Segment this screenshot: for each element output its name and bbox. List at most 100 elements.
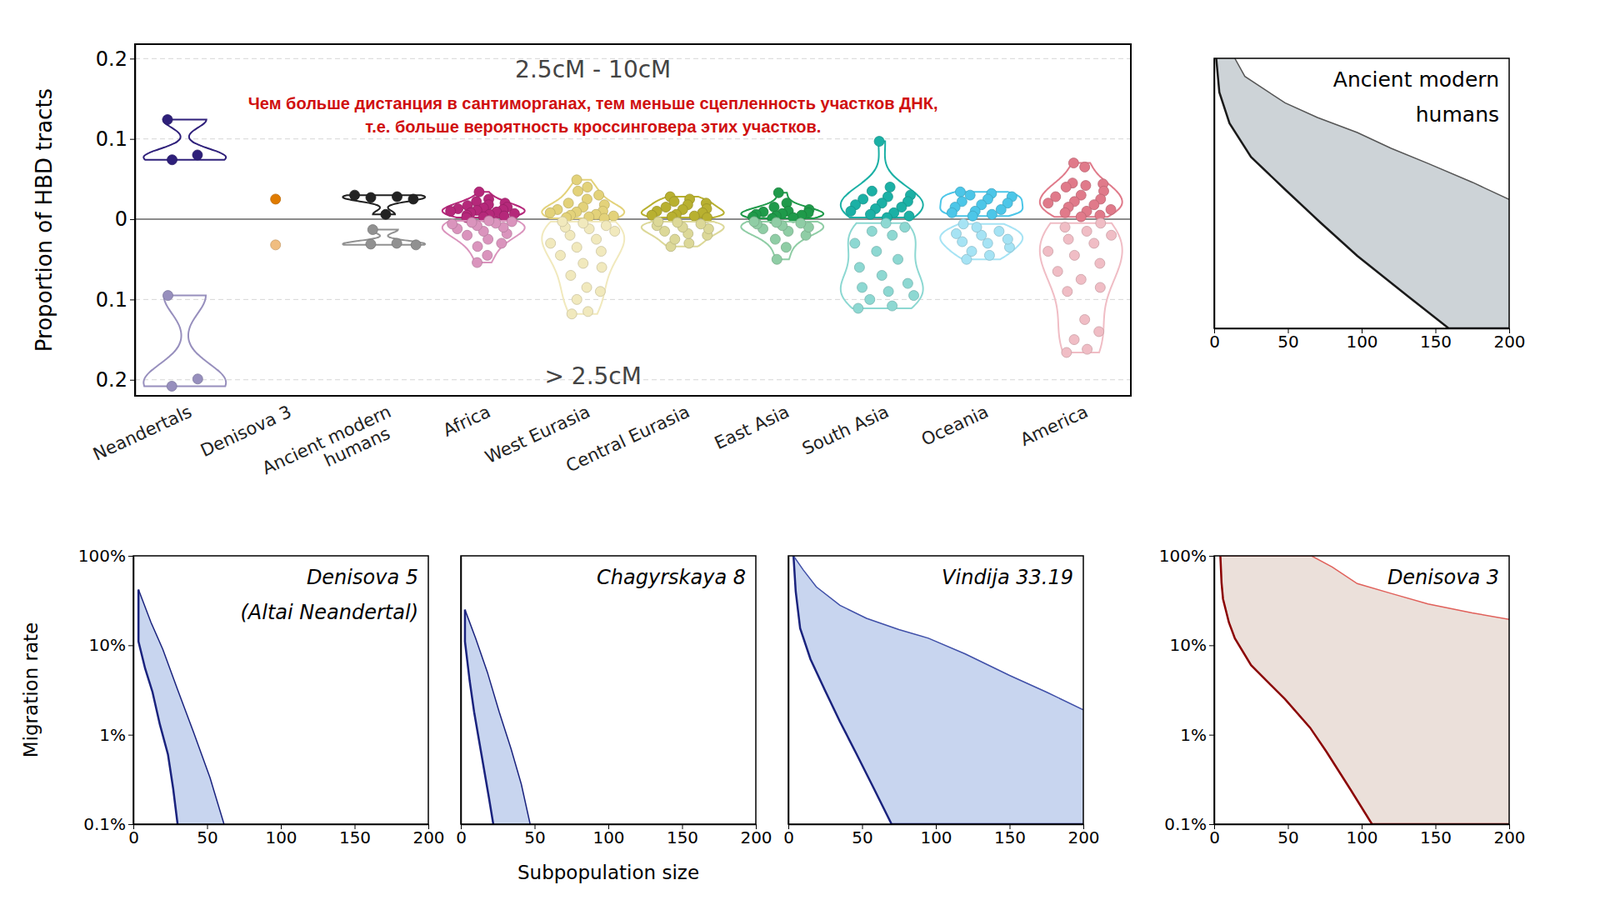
point — [1095, 282, 1105, 293]
axis: 050100150200 — [455, 824, 772, 848]
point — [391, 238, 402, 249]
point — [1106, 230, 1117, 240]
tick-label: 50 — [1277, 827, 1299, 848]
category-label: East Asia — [711, 401, 793, 454]
tick: 200 — [740, 824, 772, 848]
point — [653, 216, 664, 227]
point — [965, 190, 975, 200]
tick: 200 — [412, 824, 445, 848]
area-chart: 0501001502000.1%1%10%100%Denisova 3 — [1159, 545, 1526, 848]
point — [1061, 347, 1072, 358]
point — [1089, 238, 1100, 249]
point — [566, 309, 577, 320]
tick: 0 — [115, 207, 135, 231]
boundary-line — [465, 610, 494, 825]
band — [1220, 555, 1510, 825]
panel-title: Denisova 3 — [1387, 565, 1500, 590]
point — [600, 220, 611, 231]
axis: 0.1 0.2 — [95, 220, 136, 397]
point — [545, 238, 556, 249]
plot-frame — [460, 555, 756, 825]
tick: 50 — [1277, 328, 1299, 352]
point — [367, 225, 378, 235]
point — [573, 185, 584, 196]
band — [1215, 58, 1510, 329]
tick: 0.1 — [95, 288, 135, 312]
point — [1080, 180, 1091, 191]
axis: 0.1%1%10%100% — [78, 545, 135, 835]
tick-label: 200 — [412, 827, 445, 848]
point — [1105, 204, 1116, 215]
panel-title: Vindija 33.19 — [941, 565, 1074, 590]
boundary-line — [1220, 555, 1510, 620]
category-label: Oceania — [918, 401, 992, 450]
point — [596, 262, 607, 273]
violin — [143, 120, 226, 160]
area-chart: 050100150200Chagyrskaya 8Subpopulation s… — [455, 555, 772, 884]
point — [672, 217, 683, 228]
figure-container: 00.10.20.10.2Proportion of HBD tractsNea… — [0, 0, 1600, 900]
tick-label: 0.2 — [95, 368, 128, 392]
point — [853, 303, 864, 314]
point — [1068, 158, 1079, 169]
axis: 050100150200 — [128, 824, 445, 848]
tick: 1% — [99, 725, 134, 745]
tick: 50 — [1277, 824, 1299, 848]
plot-area — [465, 610, 530, 825]
tick: 0 — [455, 824, 467, 848]
tick: 150 — [1420, 824, 1452, 848]
point — [1080, 161, 1090, 172]
plot-area — [1220, 555, 1510, 825]
tick: 100% — [78, 545, 134, 566]
region-label: 2.5cM - 10cM — [515, 55, 671, 84]
violin — [143, 295, 226, 387]
tick-label: 150 — [339, 827, 371, 848]
tick-mark — [128, 645, 134, 646]
point — [773, 187, 784, 198]
point — [845, 205, 856, 216]
axis-title: Proportion of HBD tracts — [31, 88, 57, 352]
category-label: America — [1017, 401, 1092, 450]
point — [591, 234, 602, 245]
point — [474, 186, 485, 197]
tick: 0 — [128, 824, 140, 848]
point — [1002, 234, 1013, 245]
plot-frame — [788, 555, 1084, 825]
plot-area — [138, 589, 225, 825]
point — [582, 181, 593, 192]
point — [1043, 198, 1054, 209]
axis — [788, 556, 790, 825]
tick-label: 0.1 — [95, 127, 128, 151]
axis: 050100150200 — [783, 824, 1100, 848]
tick: 150 — [666, 824, 699, 848]
tick-label: 0 — [455, 827, 467, 848]
point — [984, 250, 995, 260]
tick: 10% — [1170, 635, 1215, 655]
tick: 100 — [1345, 824, 1378, 848]
point — [163, 290, 174, 301]
point — [270, 194, 281, 205]
violin-chart: 00.10.20.10.2Proportion of HBD tractsNea… — [31, 44, 1131, 496]
axis-title: Subpopulation size — [517, 861, 700, 884]
tick-label: 10% — [1170, 635, 1207, 655]
region-label: > 2.5cM — [544, 362, 641, 390]
point — [462, 230, 473, 240]
boundary-line — [1235, 58, 1510, 200]
tick: 0 — [1209, 328, 1220, 352]
tick: 150 — [994, 824, 1026, 848]
point — [270, 240, 281, 250]
tick: 150 — [339, 824, 371, 848]
plot-frame — [133, 555, 429, 825]
category-label: Neandertals — [90, 401, 195, 465]
boundary-line — [465, 610, 530, 825]
point — [445, 205, 456, 216]
point — [1081, 225, 1092, 236]
boundary-line — [793, 555, 1084, 710]
point — [365, 239, 376, 250]
point — [484, 215, 495, 226]
tick-label: 50 — [524, 827, 545, 848]
tick: 0.2 — [95, 368, 135, 392]
point — [578, 218, 589, 229]
tick: 100 — [920, 824, 952, 848]
area-chart: 0501001502000.1%1%10%100%Denisova 5(Alta… — [20, 545, 445, 848]
